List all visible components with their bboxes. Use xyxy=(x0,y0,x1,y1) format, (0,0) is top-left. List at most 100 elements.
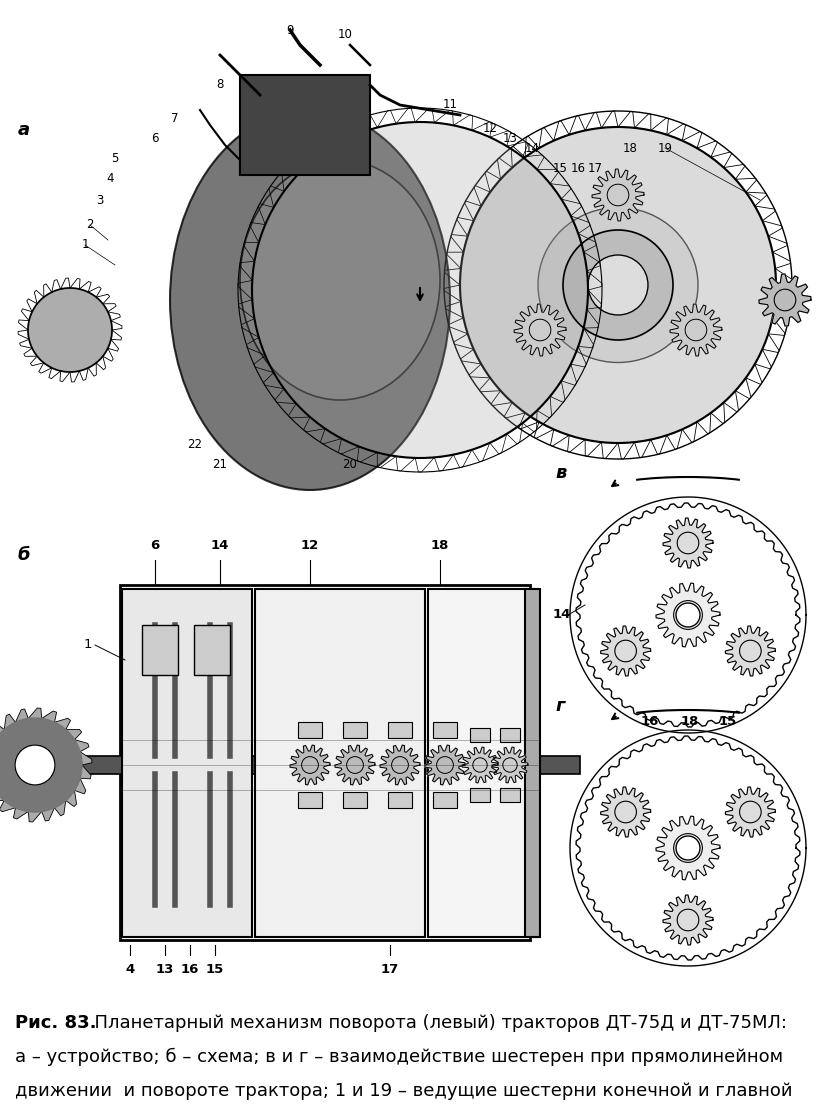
Polygon shape xyxy=(80,752,92,765)
Text: 15: 15 xyxy=(553,162,568,175)
Polygon shape xyxy=(13,808,29,819)
Circle shape xyxy=(28,289,112,372)
Text: 10: 10 xyxy=(338,29,353,41)
Polygon shape xyxy=(570,497,806,733)
Bar xyxy=(50,756,580,774)
Text: 1: 1 xyxy=(81,238,88,252)
Bar xyxy=(122,589,252,937)
Polygon shape xyxy=(570,730,806,966)
Polygon shape xyxy=(663,895,713,945)
Polygon shape xyxy=(65,730,82,740)
Circle shape xyxy=(460,127,776,443)
Polygon shape xyxy=(656,583,720,647)
Bar xyxy=(388,792,412,808)
Circle shape xyxy=(0,719,82,812)
Polygon shape xyxy=(726,786,775,837)
Ellipse shape xyxy=(170,110,450,490)
Bar xyxy=(194,625,230,675)
Text: 15: 15 xyxy=(719,715,737,729)
Ellipse shape xyxy=(538,207,698,362)
Text: 18: 18 xyxy=(681,715,699,729)
Polygon shape xyxy=(759,274,811,326)
Text: 21: 21 xyxy=(213,459,227,471)
Bar xyxy=(298,722,322,737)
Text: б: б xyxy=(18,546,30,564)
Polygon shape xyxy=(0,791,4,801)
Text: 4: 4 xyxy=(106,172,114,185)
Text: Планетарный механизм поворота (левый) тракторов ДТ-75Д и ДТ-75МЛ:: Планетарный механизм поворота (левый) тр… xyxy=(83,1014,787,1032)
Polygon shape xyxy=(663,518,713,568)
Text: 9: 9 xyxy=(286,23,294,37)
Text: а – устройство; б – схема; в и г – взаимодействие шестерен при прямолинейном: а – устройство; б – схема; в и г – взаим… xyxy=(15,1048,783,1066)
Circle shape xyxy=(15,745,55,785)
Text: 17: 17 xyxy=(587,162,603,175)
Bar xyxy=(343,722,367,737)
Ellipse shape xyxy=(240,160,440,400)
Polygon shape xyxy=(42,711,56,722)
Text: 13: 13 xyxy=(155,962,174,976)
Polygon shape xyxy=(623,540,753,653)
Polygon shape xyxy=(29,811,42,822)
Polygon shape xyxy=(65,791,77,807)
Circle shape xyxy=(676,603,700,627)
Text: 19: 19 xyxy=(658,141,672,155)
Polygon shape xyxy=(55,719,70,730)
Polygon shape xyxy=(55,801,65,815)
Text: 12: 12 xyxy=(483,121,497,135)
Bar xyxy=(428,589,538,937)
Text: 16: 16 xyxy=(181,962,200,976)
Bar xyxy=(343,792,367,808)
FancyBboxPatch shape xyxy=(240,75,370,175)
Text: 2: 2 xyxy=(86,218,94,232)
Text: 3: 3 xyxy=(97,194,104,206)
Polygon shape xyxy=(4,714,16,730)
Text: 6: 6 xyxy=(151,539,160,553)
Polygon shape xyxy=(425,745,465,785)
Text: 8: 8 xyxy=(216,78,223,91)
Polygon shape xyxy=(42,808,55,821)
Text: 16: 16 xyxy=(570,162,586,175)
Text: 6: 6 xyxy=(151,131,159,145)
Bar xyxy=(298,792,322,808)
Text: движении  и повороте трактора; 1 и 19 – ведущие шестерни конечной и главной: движении и повороте трактора; 1 и 19 – в… xyxy=(15,1082,793,1100)
Text: 16: 16 xyxy=(640,715,659,729)
Polygon shape xyxy=(600,626,650,676)
Circle shape xyxy=(252,123,588,458)
Polygon shape xyxy=(290,745,330,785)
Polygon shape xyxy=(656,817,720,880)
Polygon shape xyxy=(462,747,498,783)
Circle shape xyxy=(588,255,648,315)
Text: 13: 13 xyxy=(502,131,518,145)
Polygon shape xyxy=(600,786,650,837)
Circle shape xyxy=(676,836,700,860)
Polygon shape xyxy=(623,810,753,924)
Bar xyxy=(525,589,540,937)
Text: 1: 1 xyxy=(83,638,92,652)
Polygon shape xyxy=(670,304,722,356)
Text: 14: 14 xyxy=(524,141,540,155)
Polygon shape xyxy=(0,723,4,740)
Bar xyxy=(500,729,520,742)
Polygon shape xyxy=(380,745,420,785)
Bar xyxy=(433,722,457,737)
Bar xyxy=(433,792,457,808)
Polygon shape xyxy=(492,747,528,783)
Bar xyxy=(470,788,490,802)
Circle shape xyxy=(563,229,673,340)
Polygon shape xyxy=(592,169,644,221)
Polygon shape xyxy=(16,709,29,722)
Text: 5: 5 xyxy=(111,152,119,165)
Text: 14: 14 xyxy=(553,608,572,622)
Polygon shape xyxy=(29,709,42,719)
Text: в: в xyxy=(555,465,566,482)
Polygon shape xyxy=(576,504,800,727)
Bar xyxy=(120,585,530,940)
Bar xyxy=(142,625,178,675)
Text: 22: 22 xyxy=(187,439,203,451)
Polygon shape xyxy=(80,765,91,779)
Polygon shape xyxy=(74,740,89,752)
Text: г: г xyxy=(555,697,564,715)
Text: 20: 20 xyxy=(343,459,357,471)
Text: 12: 12 xyxy=(301,539,319,553)
Text: 18: 18 xyxy=(431,539,449,553)
